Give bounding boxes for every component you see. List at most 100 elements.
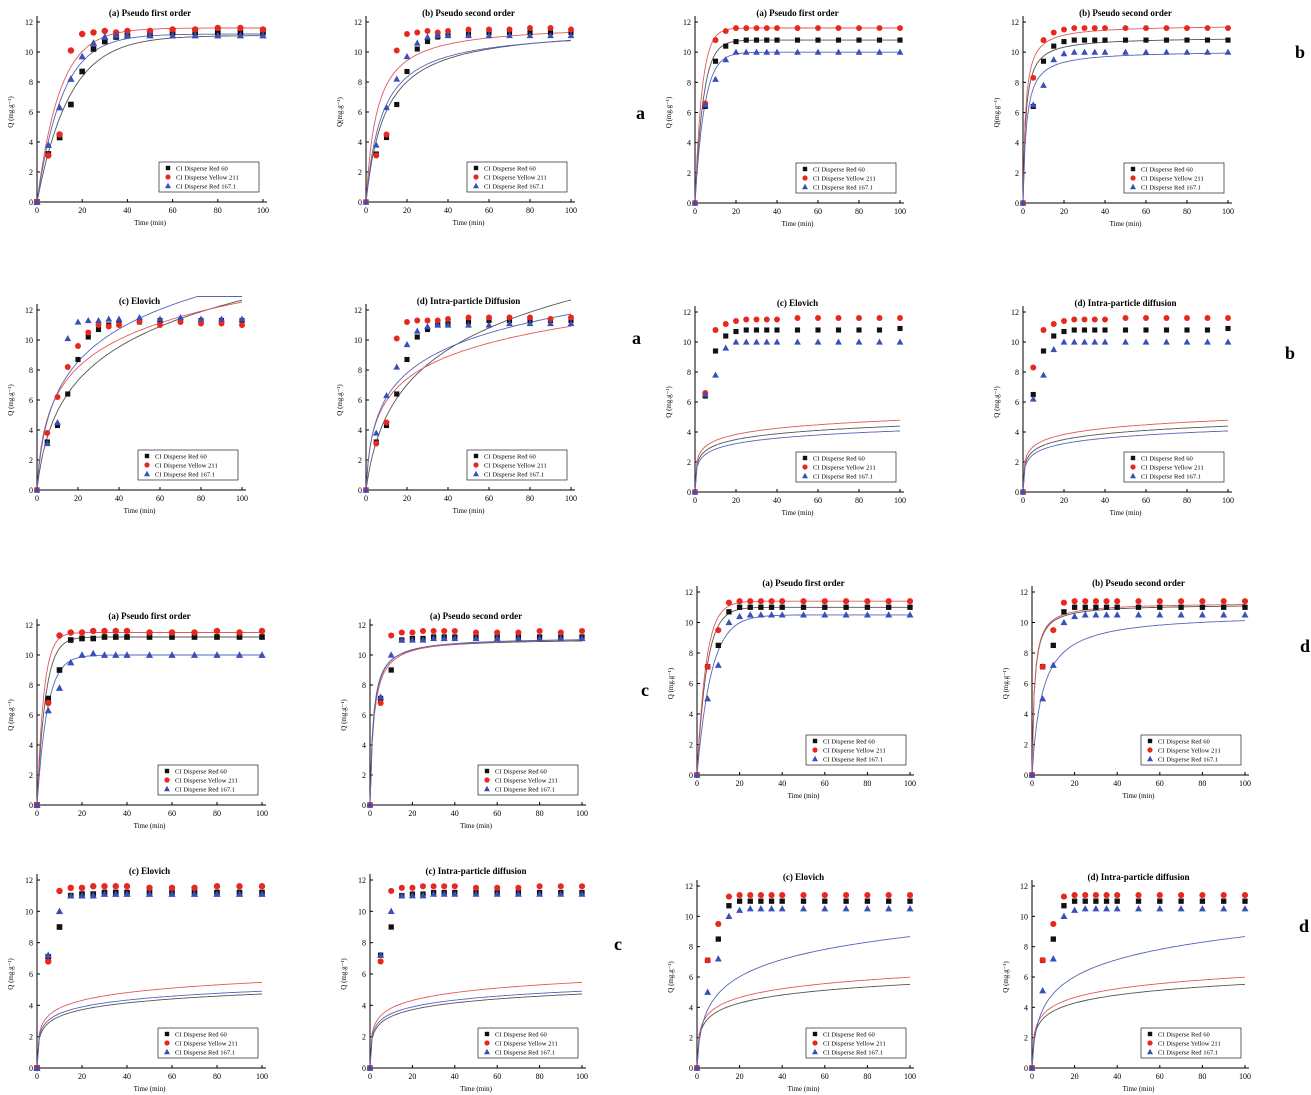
data-point-ci-disperse-yellow-211 — [90, 29, 97, 36]
data-point-ci-disperse-red-167-1 — [168, 890, 176, 897]
legend-label-ci-disperse-red-60: CI Disperse Red 60 — [495, 1032, 548, 1039]
data-point-ci-disperse-red-60 — [1081, 37, 1088, 43]
data-point-ci-disperse-yellow-211 — [725, 893, 733, 900]
data-point-ci-disperse-red-167-1 — [398, 636, 406, 643]
legend-box — [477, 1027, 579, 1059]
data-point-ci-disperse-red-167-1 — [742, 48, 750, 55]
data-point-ci-disperse-red-167-1 — [526, 319, 534, 327]
data-point-ci-disperse-yellow-211 — [441, 627, 448, 635]
y-tick-label: 6 — [1024, 680, 1028, 689]
data-point-ci-disperse-red-167-1 — [514, 634, 522, 642]
x-tick-label: 20 — [403, 206, 411, 215]
x-tick-label: 80 — [197, 494, 205, 503]
data-point-ci-disperse-yellow-211 — [843, 892, 850, 899]
data-point-ci-disperse-red-167-1 — [1163, 48, 1170, 55]
x-tick-label: 40 — [1101, 496, 1109, 505]
data-point-ci-disperse-red-60 — [394, 391, 400, 397]
legend-marker-ci-disperse-red-167-1 — [812, 755, 818, 762]
data-point-ci-disperse-red-60 — [843, 604, 849, 610]
y-tick-label: 10 — [1011, 48, 1019, 57]
data-point-ci-disperse-yellow-211 — [54, 394, 61, 400]
fit-curve-ci-disperse-red-167-1 — [1031, 936, 1246, 1069]
legend-marker-ci-disperse-red-60 — [165, 165, 171, 171]
data-point-ci-disperse-red-60 — [1122, 327, 1129, 333]
data-point-ci-disperse-red-60 — [79, 635, 85, 642]
data-point-ci-disperse-red-60 — [1178, 898, 1184, 904]
data-point-ci-disperse-red-60 — [723, 43, 729, 49]
data-point-ci-disperse-red-167-1 — [78, 651, 86, 658]
data-point-ci-disperse-red-167-1 — [800, 611, 807, 618]
data-point-ci-disperse-red-60 — [1092, 37, 1098, 43]
data-point-ci-disperse-red-60 — [726, 609, 732, 615]
data-point-ci-disperse-red-167-1 — [1019, 488, 1027, 495]
data-point-ci-disperse-red-167-1 — [44, 951, 52, 959]
data-point-ci-disperse-red-60 — [214, 634, 220, 640]
data-point-ci-disperse-yellow-211 — [768, 892, 775, 899]
x-tick-label: 100 — [576, 809, 588, 818]
data-point-ci-disperse-yellow-211 — [515, 629, 522, 636]
data-point-ci-disperse-red-167-1 — [430, 890, 438, 897]
data-point-ci-disperse-red-60 — [169, 634, 175, 640]
y-tick-label: 8 — [689, 943, 693, 952]
x-tick-label: 0 — [1030, 1072, 1034, 1081]
data-point-ci-disperse-red-167-1 — [419, 892, 427, 899]
legend-label-ci-disperse-red-167-1: CI Disperse Red 167.1 — [1141, 474, 1201, 481]
data-point-ci-disperse-red-167-1 — [753, 338, 760, 345]
legend-marker-ci-disperse-yellow-211 — [473, 462, 479, 468]
x-axis-label: Time (min) — [1110, 220, 1142, 228]
data-point-ci-disperse-yellow-211 — [56, 131, 63, 138]
data-point-ci-disperse-red-167-1 — [190, 890, 199, 897]
fit-curve-ci-disperse-red-60 — [369, 993, 583, 1069]
data-point-ci-disperse-red-60 — [101, 634, 108, 640]
x-tick-label: 60 — [168, 1072, 176, 1081]
data-point-ci-disperse-red-60 — [424, 326, 431, 333]
legend-marker-ci-disperse-yellow-211 — [1130, 175, 1136, 181]
legend-marker-ci-disperse-red-60 — [1130, 455, 1136, 461]
data-point-ci-disperse-red-60 — [79, 68, 86, 75]
x-tick-label: 20 — [736, 779, 744, 788]
data-point-ci-disperse-yellow-211 — [1102, 25, 1108, 31]
data-point-ci-disperse-yellow-211 — [794, 315, 801, 321]
y-tick-label: 2 — [687, 169, 691, 178]
legend-box — [805, 1027, 907, 1059]
data-point-ci-disperse-yellow-211 — [1071, 316, 1078, 323]
data-point-ci-disperse-yellow-211 — [373, 440, 380, 447]
data-point-ci-disperse-red-60 — [1103, 604, 1110, 610]
data-point-ci-disperse-red-167-1 — [701, 101, 709, 108]
x-tick-label: 80 — [855, 496, 863, 505]
data-point-ci-disperse-yellow-211 — [835, 25, 842, 31]
x-tick-label: 60 — [493, 1072, 501, 1081]
x-tick-label: 60 — [814, 496, 822, 505]
data-point-ci-disperse-red-167-1 — [156, 315, 164, 322]
data-point-ci-disperse-red-167-1 — [896, 338, 904, 345]
data-point-ci-disperse-red-167-1 — [95, 316, 102, 324]
y-tick-label: 12 — [1020, 588, 1028, 597]
data-point-ci-disperse-yellow-211 — [1143, 25, 1149, 31]
legend-marker-ci-disperse-red-167-1 — [484, 785, 490, 792]
data-point-ci-disperse-red-60 — [1204, 37, 1211, 43]
data-point-ci-disperse-red-167-1 — [691, 199, 699, 206]
legend-label-ci-disperse-red-60: CI Disperse Red 60 — [813, 167, 866, 174]
data-point-ci-disperse-red-167-1 — [43, 439, 51, 447]
data-point-ci-disperse-yellow-211 — [398, 884, 405, 891]
data-point-ci-disperse-red-167-1 — [691, 488, 699, 495]
data-point-ci-disperse-red-167-1 — [67, 658, 75, 666]
chart-panel-14: (c) Intra-particle diffusion 0 2 4 6 8 10 12 0 20… — [340, 866, 588, 1093]
data-point-ci-disperse-yellow-211 — [430, 627, 437, 635]
data-point-ci-disperse-red-60 — [90, 635, 97, 642]
data-point-ci-disperse-red-167-1 — [693, 771, 701, 778]
data-point-ci-disperse-yellow-211 — [56, 632, 63, 639]
data-point-ci-disperse-yellow-211 — [557, 629, 564, 636]
x-tick-label: 20 — [732, 496, 740, 505]
data-point-ci-disperse-red-167-1 — [168, 651, 176, 658]
legend-marker-ci-disperse-red-167-1 — [144, 470, 150, 477]
data-point-ci-disperse-red-167-1 — [567, 319, 575, 327]
data-point-ci-disperse-yellow-211 — [409, 884, 416, 891]
y-tick-label: 4 — [29, 426, 33, 435]
x-tick-label: 80 — [863, 779, 871, 788]
data-point-ci-disperse-red-167-1 — [403, 52, 411, 60]
data-point-ci-disperse-red-60 — [65, 391, 71, 397]
legend-marker-ci-disperse-red-167-1 — [1147, 1048, 1153, 1055]
fit-curve-ci-disperse-red-167-1 — [369, 639, 582, 806]
fit-curve-ci-disperse-red-60 — [1031, 983, 1246, 1069]
